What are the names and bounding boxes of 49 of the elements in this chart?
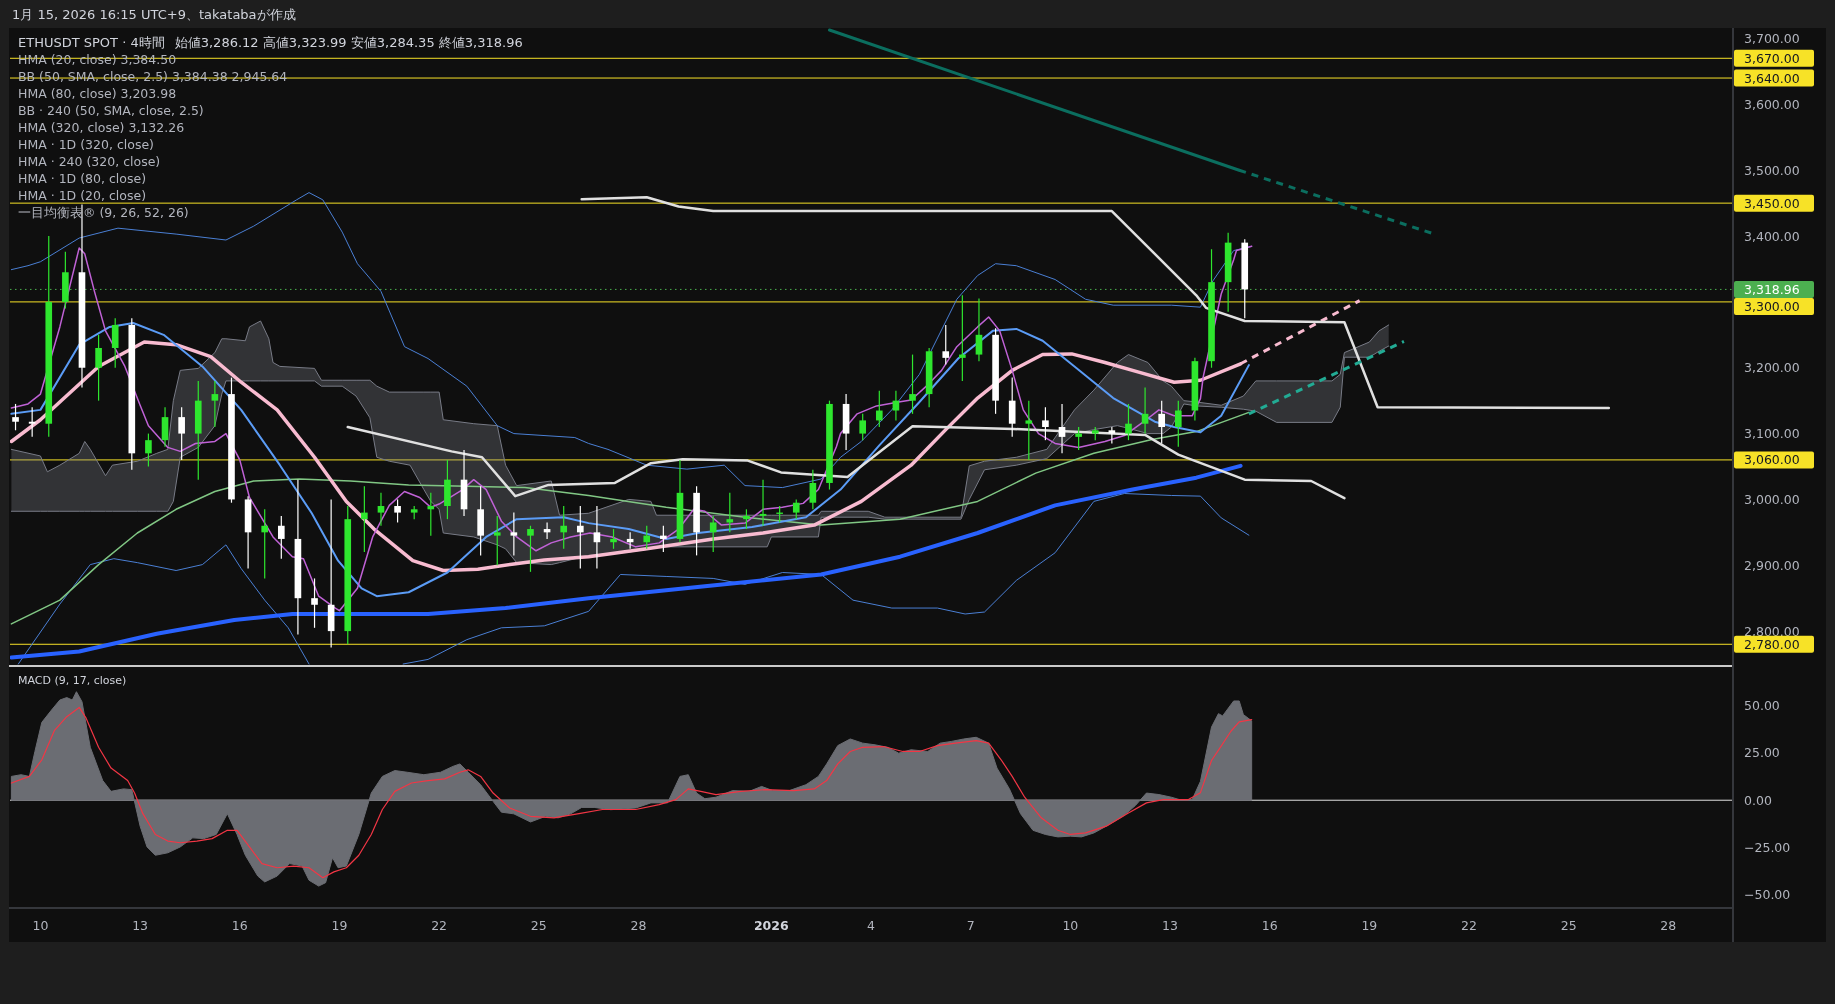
y-tick-label: 3,100.00 <box>1744 426 1800 442</box>
annotation: HMA · 1D (80, close) <box>18 170 147 186</box>
annotation: BB · 240 (50, SMA, close, 2.5) <box>18 102 204 118</box>
x-tick-label: 10 <box>1062 917 1079 933</box>
x-tick-label: 22 <box>431 917 448 933</box>
x-tick-label: 25 <box>1560 917 1577 933</box>
y-tick-label: 2,800.00 <box>1744 623 1800 639</box>
x-tick-label: 19 <box>1361 917 1378 933</box>
x-tick-label: 2026 <box>753 917 790 933</box>
y-tick-label: 3,000.00 <box>1744 491 1800 507</box>
ref-line-label: 3,300.00 <box>1744 298 1800 314</box>
annotation: HMA · 1D (20, close) <box>18 187 147 203</box>
text: MACD (9, 17, close) <box>18 673 127 687</box>
x-tick-label: 16 <box>231 917 248 933</box>
ref-line-label: 3,670.00 <box>1744 50 1800 66</box>
y-tick-label: 0.00 <box>1744 792 1772 808</box>
x-tick-label: 28 <box>1660 917 1677 933</box>
text: ETHUSDT SPOT · 4時間 <box>18 34 165 50</box>
x-tick-label: 7 <box>966 917 975 933</box>
annotation: HMA · 240 (320, close) <box>18 153 161 169</box>
text: 1月 15, 2026 16:15 UTC+9、takatabaが作成 <box>12 6 296 22</box>
y-tick-label: 3,400.00 <box>1744 228 1800 244</box>
x-tick-label: 16 <box>1261 917 1278 933</box>
ref-line-label: 3,450.00 <box>1744 195 1800 211</box>
ref-line-label: 3,060.00 <box>1744 452 1800 468</box>
text: 始値3,286.12 高値3,323.99 安値3,284.35 終値3,318.96 <box>174 34 523 50</box>
y-tick-label: −50.00 <box>1744 887 1791 903</box>
x-tick-label: 22 <box>1461 917 1477 933</box>
y-tick-label: 2,900.00 <box>1744 557 1800 573</box>
y-tick-label: 3,600.00 <box>1744 96 1800 112</box>
y-tick-label: 3,500.00 <box>1744 162 1800 178</box>
x-tick-label: 25 <box>530 917 547 933</box>
x-tick-label: 13 <box>1162 917 1178 933</box>
y-tick-label: 50.00 <box>1744 698 1780 714</box>
x-tick-label: 19 <box>331 917 348 933</box>
y-tick-label: 25.00 <box>1744 745 1780 761</box>
ref-line-label: 2,780.00 <box>1744 636 1800 652</box>
y-tick-label: 3,200.00 <box>1744 360 1800 376</box>
annotation: HMA (80, close) 3,203.98 <box>18 85 177 101</box>
annotation: HMA · 1D (320, close) <box>18 136 154 152</box>
y-tick-label: 3,700.00 <box>1744 31 1800 47</box>
x-tick-label: 10 <box>32 917 49 933</box>
ref-line-label: 3,318.96 <box>1744 281 1800 297</box>
x-tick-label: 28 <box>630 917 647 933</box>
x-tick-label: 4 <box>867 917 876 933</box>
x-tick-label: 13 <box>132 917 149 933</box>
annotation: HMA (320, close) 3,132.26 <box>18 119 185 135</box>
ref-line-label: 3,640.00 <box>1744 70 1800 86</box>
y-tick-label: −25.00 <box>1744 840 1791 855</box>
